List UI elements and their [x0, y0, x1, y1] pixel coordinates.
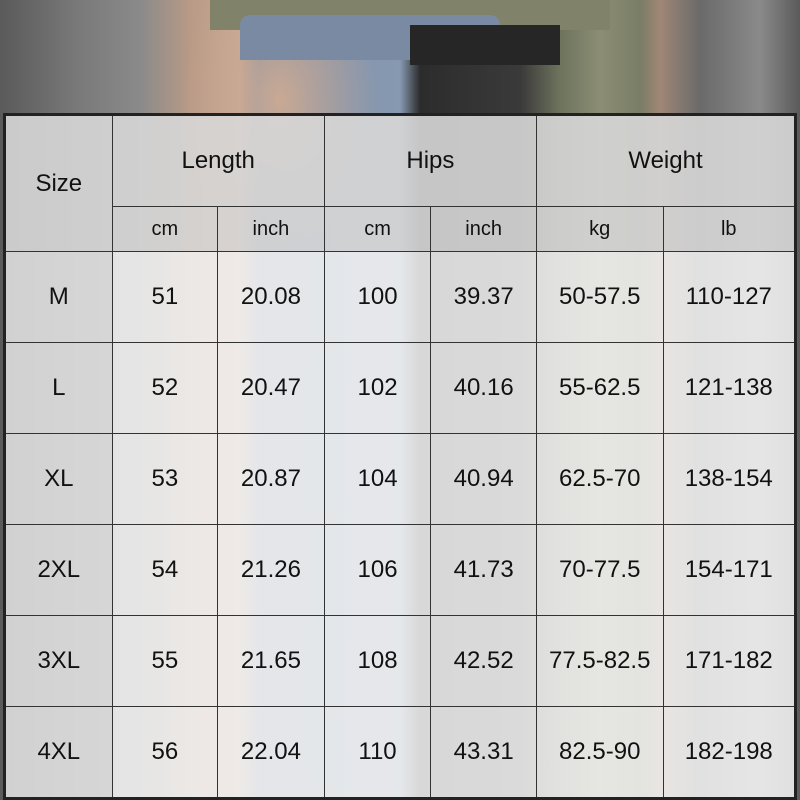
size-header: Size — [4, 114, 113, 252]
value-cell: 121-138 — [662, 342, 796, 434]
value-cell: 40.94 — [430, 433, 537, 525]
unit-header: cm — [111, 206, 219, 252]
value-cell: 55-62.5 — [535, 342, 664, 434]
table-row: L 52 20.47 102 40.16 55-62.5 121-138 — [4, 342, 796, 434]
weight-header: Weight — [535, 114, 797, 207]
value-cell: 100 — [323, 251, 432, 343]
length-header: Length — [111, 114, 325, 207]
value-cell: 39.37 — [430, 251, 537, 343]
value-cell: 20.47 — [217, 342, 325, 434]
value-cell: 62.5-70 — [535, 433, 664, 525]
unit-header: cm — [323, 206, 432, 252]
table-row: 4XL 56 22.04 110 43.31 82.5-90 182-198 — [4, 706, 796, 799]
value-cell: 20.08 — [217, 251, 325, 343]
value-cell: 154-171 — [662, 524, 796, 616]
value-cell: 110-127 — [662, 251, 796, 343]
value-cell: 20.87 — [217, 433, 325, 525]
value-cell: 108 — [323, 615, 432, 707]
value-cell: 110 — [323, 706, 432, 799]
value-cell: 104 — [323, 433, 432, 525]
value-cell: 41.73 — [430, 524, 537, 616]
size-cell: 2XL — [4, 524, 113, 616]
value-cell: 77.5-82.5 — [535, 615, 664, 707]
value-cell: 54 — [111, 524, 219, 616]
value-cell: 50-57.5 — [535, 251, 664, 343]
unit-header: inch — [430, 206, 537, 252]
value-cell: 106 — [323, 524, 432, 616]
value-cell: 21.26 — [217, 524, 325, 616]
size-cell: 3XL — [4, 615, 113, 707]
value-cell: 21.65 — [217, 615, 325, 707]
size-cell: L — [4, 342, 113, 434]
unit-header: inch — [217, 206, 325, 252]
hips-header: Hips — [323, 114, 537, 207]
value-cell: 51 — [111, 251, 219, 343]
value-cell: 102 — [323, 342, 432, 434]
unit-header: kg — [535, 206, 664, 252]
value-cell: 82.5-90 — [535, 706, 664, 799]
size-cell: 4XL — [4, 706, 113, 799]
table-row: 3XL 55 21.65 108 42.52 77.5-82.5 171-182 — [4, 615, 796, 707]
value-cell: 55 — [111, 615, 219, 707]
value-cell: 56 — [111, 706, 219, 799]
size-chart-table: Size Length Hips Weight cm inch cm inch kg lb… — [3, 113, 797, 800]
table-row: M 51 20.08 100 39.37 50-57.5 110-127 — [4, 251, 796, 343]
belt — [410, 25, 560, 65]
value-cell: 40.16 — [430, 342, 537, 434]
value-cell: 22.04 — [217, 706, 325, 799]
value-cell: 182-198 — [662, 706, 796, 799]
table-row: 2XL 54 21.26 106 41.73 70-77.5 154-171 — [4, 524, 796, 616]
value-cell: 42.52 — [430, 615, 537, 707]
table-row: XL 53 20.87 104 40.94 62.5-70 138-154 — [4, 433, 796, 525]
size-cell: M — [4, 251, 113, 343]
value-cell: 138-154 — [662, 433, 796, 525]
value-cell: 171-182 — [662, 615, 796, 707]
size-cell: XL — [4, 433, 113, 525]
value-cell: 70-77.5 — [535, 524, 664, 616]
value-cell: 43.31 — [430, 706, 537, 799]
unit-header: lb — [662, 206, 796, 252]
value-cell: 52 — [111, 342, 219, 434]
value-cell: 53 — [111, 433, 219, 525]
